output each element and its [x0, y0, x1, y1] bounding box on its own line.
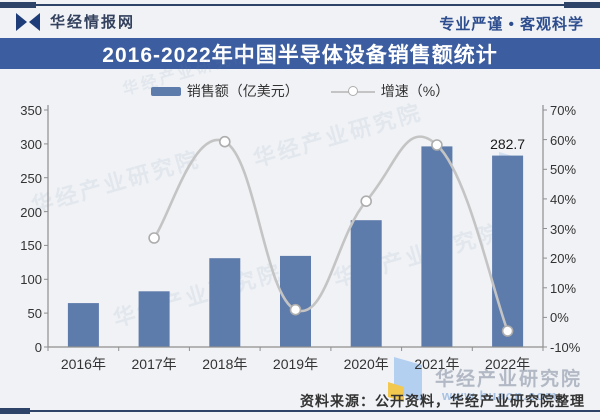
x-axis-label: 2021年: [414, 356, 460, 372]
left-axis-tick-label: 150: [20, 238, 42, 254]
legend: 销售额（亿美元） 增速（%）: [0, 81, 600, 101]
legend-item-growth: 增速（%）: [330, 81, 450, 101]
source-note: 资料来源：公开资料，华经产业研究院整理: [300, 393, 585, 409]
left-axis-tick-label: 350: [20, 103, 42, 118]
bar-2019年: [280, 255, 311, 347]
right-axis-tick-label: -10%: [550, 340, 581, 355]
left-axis-tick-label: 250: [20, 170, 42, 186]
brand: 华经情报网: [16, 11, 135, 32]
bar-2021年: [421, 146, 453, 347]
header: 华经情报网 专业严谨 • 客观科学: [0, 11, 600, 35]
bottom-divider: [0, 408, 600, 414]
right-axis-tick-label: 0%: [550, 310, 569, 326]
x-axis-label: 2019年: [272, 356, 319, 372]
line-swatch-icon: [330, 86, 375, 96]
bar-swatch-icon: [150, 86, 181, 96]
bar-2017年: [138, 291, 170, 347]
header-slogan: 专业严谨 • 客观科学: [439, 16, 584, 33]
chart-canvas: [44, 105, 547, 351]
legend-sales-label: 销售额（亿美元）: [186, 83, 299, 99]
ribbon-watermark-icon: [388, 357, 422, 402]
brand-logo-icon: [16, 12, 40, 31]
watermark-url: www.huaon.com: [442, 388, 558, 403]
brand-name: 华经情报网: [50, 14, 136, 31]
combo-chart: 350 300 250 200 150 100 50 0 70% 60% 50% 40% 30% 20% 1…: [0, 98, 600, 372]
right-axis-tick-label: 60%: [550, 132, 577, 148]
legend-item-sales: 销售额（亿美元）: [150, 81, 299, 101]
right-axis-tick-label: 30%: [550, 221, 577, 237]
right-axis-tick-label: 20%: [550, 251, 577, 267]
right-axis-tick-label: 40%: [550, 191, 577, 207]
bar-2018年: [209, 258, 241, 347]
left-axis-tick-label: 50: [27, 306, 42, 322]
data-label-2022: 282.7: [490, 135, 526, 152]
x-axis-label: 2017年: [131, 356, 177, 372]
legend-growth-label: 增速（%）: [380, 83, 450, 99]
left-axis-tick-label: 100: [20, 272, 42, 288]
bar-2016年: [67, 303, 99, 347]
left-axis-tick-label: 0: [34, 340, 42, 355]
growth-marker: [289, 303, 302, 316]
growth-marker: [431, 139, 443, 151]
chart-title: 2016-2022年中国半导体设备销售额统计: [0, 38, 600, 69]
left-axis-tick-label: 300: [20, 136, 42, 152]
growth-marker: [148, 232, 160, 244]
right-axis-tick-label: 70%: [550, 103, 577, 118]
x-axis-label: 2022年: [485, 356, 531, 372]
x-axis-label: 2020年: [343, 356, 389, 372]
growth-marker: [219, 135, 231, 148]
x-axis-label: 2016年: [60, 356, 106, 372]
growth-marker: [501, 325, 514, 337]
top-divider: [0, 2, 600, 8]
right-axis-tick-label: 10%: [550, 280, 577, 296]
growth-line: [153, 135, 509, 332]
x-axis-label: 2018年: [202, 356, 248, 372]
watermark-brand-large: 华经产业研究院: [435, 369, 583, 390]
bar-2022年: [492, 155, 524, 347]
growth-marker: [360, 195, 373, 207]
right-axis-tick-label: 50%: [550, 162, 577, 178]
bar-2020年: [350, 220, 382, 347]
left-axis-tick-label: 200: [20, 204, 42, 220]
